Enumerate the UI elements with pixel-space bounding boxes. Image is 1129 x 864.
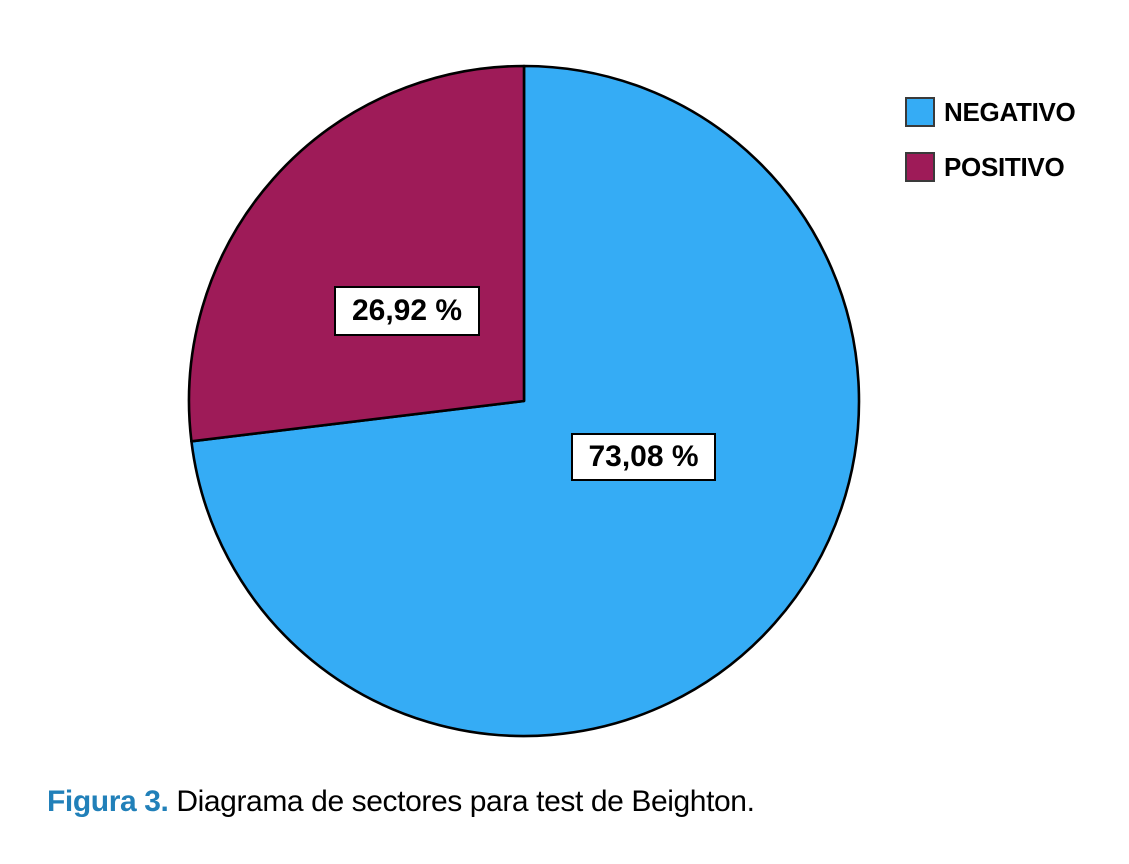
legend-item-positivo: POSITIVO	[905, 152, 1075, 182]
legend-item-negativo: NEGATIVO	[905, 96, 1076, 127]
figure-caption: Figura 3. Diagrama de sectores para test…	[47, 785, 755, 819]
figure-caption-number: Figura 3.	[47, 785, 169, 818]
pie-chart	[186, 63, 862, 739]
legend-label-negativo: NEGATIVO	[944, 96, 1076, 127]
pie-slice-positivo	[187, 64, 526, 443]
slice-label-negativo: 73,08 %	[571, 433, 716, 481]
slice-label-positivo: 26,92 %	[334, 286, 480, 336]
legend-swatch-negativo-icon	[905, 97, 935, 127]
figure-caption-text: Diagrama de sectores para test de Beight…	[168, 785, 755, 818]
pie-svg	[187, 64, 861, 738]
legend-label-positivo: POSITIVO	[944, 151, 1065, 182]
legend-swatch-positivo-icon	[905, 152, 935, 182]
legend: NEGATIVO POSITIVO	[905, 96, 1076, 182]
